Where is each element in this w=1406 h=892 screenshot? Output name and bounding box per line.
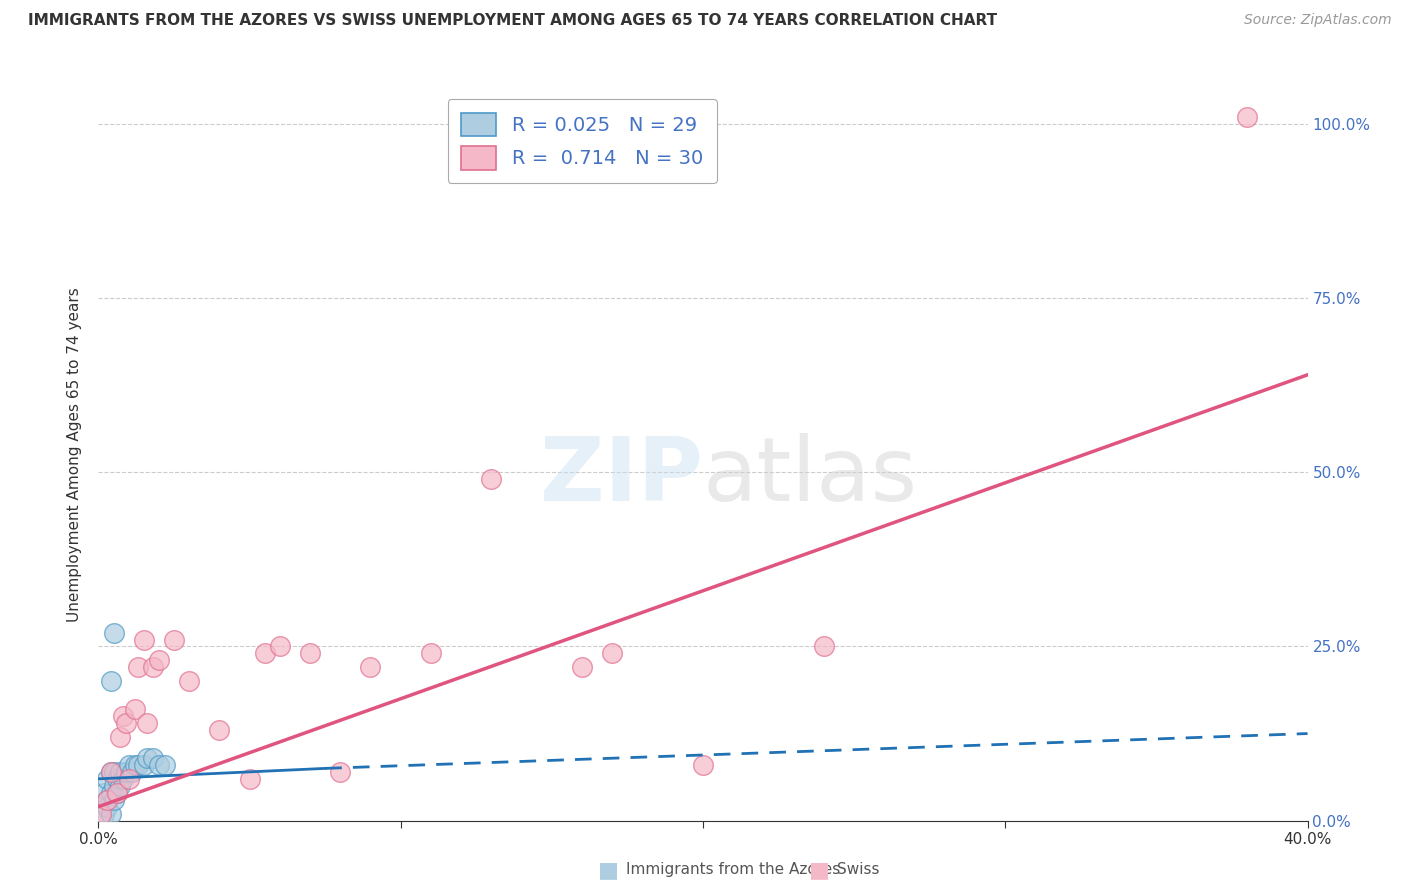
Point xyxy=(571,660,593,674)
Point xyxy=(208,723,231,737)
Point xyxy=(108,730,131,744)
Point xyxy=(103,779,125,793)
Point xyxy=(153,758,176,772)
Point xyxy=(90,799,112,814)
Point xyxy=(108,764,131,779)
Point xyxy=(269,640,291,654)
Text: IMMIGRANTS FROM THE AZORES VS SWISS UNEMPLOYMENT AMONG AGES 65 TO 74 YEARS CORRE: IMMIGRANTS FROM THE AZORES VS SWISS UNEM… xyxy=(28,13,997,29)
Text: Source: ZipAtlas.com: Source: ZipAtlas.com xyxy=(1244,13,1392,28)
Point xyxy=(135,751,157,765)
Y-axis label: Unemployment Among Ages 65 to 74 years: Unemployment Among Ages 65 to 74 years xyxy=(67,287,83,623)
Point xyxy=(93,806,115,821)
Point xyxy=(111,709,134,723)
Legend: R = 0.025   N = 29, R =  0.714   N = 30: R = 0.025 N = 29, R = 0.714 N = 30 xyxy=(447,99,717,184)
Point xyxy=(127,758,149,772)
Text: Swiss: Swiss xyxy=(837,863,879,877)
Point xyxy=(90,806,112,821)
Point xyxy=(132,758,155,772)
Point xyxy=(105,786,128,800)
Point xyxy=(96,799,118,814)
Point xyxy=(118,772,141,786)
Point xyxy=(108,779,131,793)
Point xyxy=(114,716,136,731)
Point xyxy=(602,647,624,661)
Point xyxy=(100,764,122,779)
Point xyxy=(148,758,170,772)
Text: ■: ■ xyxy=(598,860,619,880)
Point xyxy=(103,764,125,779)
Point xyxy=(481,472,503,486)
Text: ZIP: ZIP xyxy=(540,434,703,520)
Point xyxy=(100,786,122,800)
Point xyxy=(127,660,149,674)
Point xyxy=(114,764,136,779)
Point xyxy=(100,674,122,689)
Point xyxy=(420,647,443,661)
Point xyxy=(163,632,186,647)
Point xyxy=(105,786,128,800)
Point xyxy=(1236,110,1258,124)
Text: Immigrants from the Azores: Immigrants from the Azores xyxy=(626,863,839,877)
Text: atlas: atlas xyxy=(703,434,918,520)
Point xyxy=(96,793,118,807)
Point xyxy=(148,653,170,667)
Point xyxy=(135,716,157,731)
Point xyxy=(692,758,714,772)
Point xyxy=(100,764,122,779)
Point xyxy=(239,772,262,786)
Point xyxy=(105,772,128,786)
Point xyxy=(329,764,352,779)
Point xyxy=(142,751,165,765)
Point xyxy=(142,660,165,674)
Point xyxy=(124,758,146,772)
Point xyxy=(132,632,155,647)
Point xyxy=(111,772,134,786)
Point xyxy=(179,674,201,689)
Point xyxy=(96,772,118,786)
Text: ■: ■ xyxy=(808,860,830,880)
Point xyxy=(118,758,141,772)
Point xyxy=(103,625,125,640)
Point xyxy=(96,793,118,807)
Point xyxy=(93,786,115,800)
Point xyxy=(360,660,382,674)
Point xyxy=(121,764,143,779)
Point xyxy=(299,647,322,661)
Point xyxy=(124,702,146,716)
Point xyxy=(813,640,835,654)
Point xyxy=(103,793,125,807)
Point xyxy=(100,806,122,821)
Point xyxy=(253,647,276,661)
